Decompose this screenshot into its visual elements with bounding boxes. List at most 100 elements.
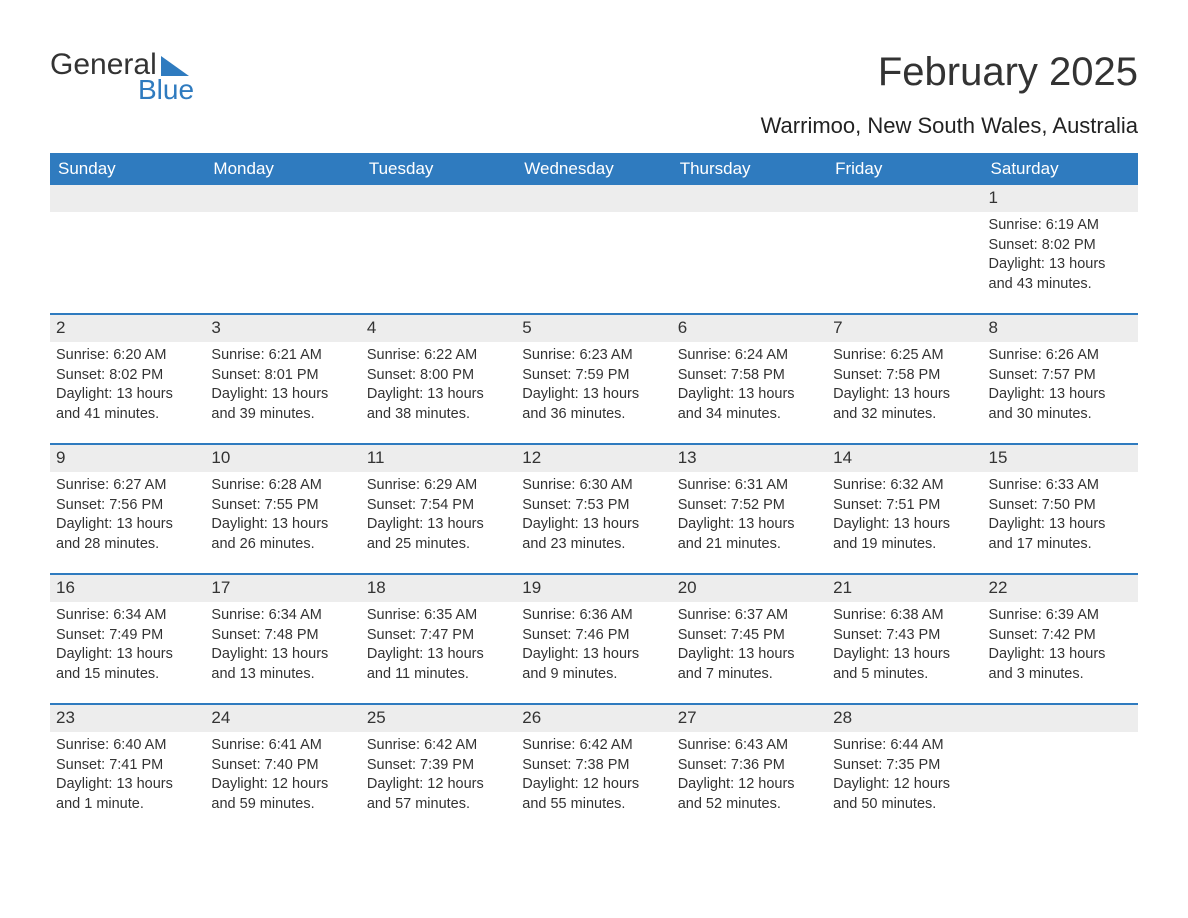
day-number: 9: [50, 445, 205, 472]
daylight-text: Daylight: 13 hours and 23 minutes.: [522, 515, 665, 554]
day-number: 13: [672, 445, 827, 472]
sunset-text: Sunset: 7:55 PM: [211, 496, 354, 516]
day-number: 16: [50, 575, 205, 602]
day-number: 10: [205, 445, 360, 472]
calendar-day-cell: 26Sunrise: 6:42 AMSunset: 7:38 PMDayligh…: [516, 705, 671, 833]
sunrise-text: Sunrise: 6:19 AM: [989, 216, 1132, 236]
sunrise-text: Sunrise: 6:25 AM: [833, 346, 976, 366]
day-details: Sunrise: 6:28 AMSunset: 7:55 PMDaylight:…: [205, 472, 360, 562]
day-number: 17: [205, 575, 360, 602]
logo-triangle-icon: [161, 56, 189, 76]
day-number: 14: [827, 445, 982, 472]
day-number-band: [50, 185, 205, 212]
sunrise-text: Sunrise: 6:34 AM: [56, 606, 199, 626]
calendar-day-cell: 5Sunrise: 6:23 AMSunset: 7:59 PMDaylight…: [516, 315, 671, 443]
calendar-day-cell: 11Sunrise: 6:29 AMSunset: 7:54 PMDayligh…: [361, 445, 516, 573]
day-details: Sunrise: 6:27 AMSunset: 7:56 PMDaylight:…: [50, 472, 205, 562]
sunrise-text: Sunrise: 6:24 AM: [678, 346, 821, 366]
daylight-text: Daylight: 13 hours and 38 minutes.: [367, 385, 510, 424]
day-details: Sunrise: 6:40 AMSunset: 7:41 PMDaylight:…: [50, 732, 205, 822]
day-number: 1: [983, 185, 1138, 212]
day-number: 28: [827, 705, 982, 732]
day-details: Sunrise: 6:32 AMSunset: 7:51 PMDaylight:…: [827, 472, 982, 562]
sunrise-text: Sunrise: 6:43 AM: [678, 736, 821, 756]
daylight-text: Daylight: 13 hours and 41 minutes.: [56, 385, 199, 424]
daylight-text: Daylight: 13 hours and 34 minutes.: [678, 385, 821, 424]
sunset-text: Sunset: 7:51 PM: [833, 496, 976, 516]
daylight-text: Daylight: 13 hours and 17 minutes.: [989, 515, 1132, 554]
day-number: 8: [983, 315, 1138, 342]
day-number: 19: [516, 575, 671, 602]
daylight-text: Daylight: 13 hours and 7 minutes.: [678, 645, 821, 684]
sunset-text: Sunset: 7:46 PM: [522, 626, 665, 646]
day-details: Sunrise: 6:29 AMSunset: 7:54 PMDaylight:…: [361, 472, 516, 562]
sunset-text: Sunset: 7:40 PM: [211, 756, 354, 776]
daylight-text: Daylight: 13 hours and 3 minutes.: [989, 645, 1132, 684]
day-details: Sunrise: 6:37 AMSunset: 7:45 PMDaylight:…: [672, 602, 827, 692]
sunrise-text: Sunrise: 6:30 AM: [522, 476, 665, 496]
weekday-header-row: Sunday Monday Tuesday Wednesday Thursday…: [50, 153, 1138, 185]
calendar-day-cell: 4Sunrise: 6:22 AMSunset: 8:00 PMDaylight…: [361, 315, 516, 443]
sunset-text: Sunset: 7:54 PM: [367, 496, 510, 516]
sunset-text: Sunset: 7:52 PM: [678, 496, 821, 516]
sunset-text: Sunset: 7:58 PM: [833, 366, 976, 386]
daylight-text: Daylight: 13 hours and 30 minutes.: [989, 385, 1132, 424]
day-details: Sunrise: 6:42 AMSunset: 7:39 PMDaylight:…: [361, 732, 516, 822]
day-details: Sunrise: 6:22 AMSunset: 8:00 PMDaylight:…: [361, 342, 516, 432]
sunset-text: Sunset: 7:49 PM: [56, 626, 199, 646]
day-details: Sunrise: 6:31 AMSunset: 7:52 PMDaylight:…: [672, 472, 827, 562]
day-number: 20: [672, 575, 827, 602]
day-details: Sunrise: 6:44 AMSunset: 7:35 PMDaylight:…: [827, 732, 982, 822]
calendar-day-cell: [983, 705, 1138, 833]
sunset-text: Sunset: 7:36 PM: [678, 756, 821, 776]
sunrise-text: Sunrise: 6:37 AM: [678, 606, 821, 626]
weekday-header: Saturday: [983, 153, 1138, 185]
sunrise-text: Sunrise: 6:21 AM: [211, 346, 354, 366]
daylight-text: Daylight: 13 hours and 26 minutes.: [211, 515, 354, 554]
calendar-week-row: 23Sunrise: 6:40 AMSunset: 7:41 PMDayligh…: [50, 705, 1138, 833]
sunset-text: Sunset: 7:35 PM: [833, 756, 976, 776]
day-number-band: [516, 185, 671, 212]
day-number: 15: [983, 445, 1138, 472]
daylight-text: Daylight: 12 hours and 57 minutes.: [367, 775, 510, 814]
day-details: Sunrise: 6:38 AMSunset: 7:43 PMDaylight:…: [827, 602, 982, 692]
day-details: Sunrise: 6:19 AMSunset: 8:02 PMDaylight:…: [983, 212, 1138, 302]
daylight-text: Daylight: 13 hours and 13 minutes.: [211, 645, 354, 684]
calendar-week-row: 1Sunrise: 6:19 AMSunset: 8:02 PMDaylight…: [50, 185, 1138, 313]
day-number: 27: [672, 705, 827, 732]
calendar-day-cell: [672, 185, 827, 313]
sunset-text: Sunset: 8:02 PM: [989, 236, 1132, 256]
sunrise-text: Sunrise: 6:28 AM: [211, 476, 354, 496]
calendar-day-cell: 7Sunrise: 6:25 AMSunset: 7:58 PMDaylight…: [827, 315, 982, 443]
sunset-text: Sunset: 7:41 PM: [56, 756, 199, 776]
day-number-band: [205, 185, 360, 212]
calendar-day-cell: 23Sunrise: 6:40 AMSunset: 7:41 PMDayligh…: [50, 705, 205, 833]
sunrise-text: Sunrise: 6:23 AM: [522, 346, 665, 366]
sunrise-text: Sunrise: 6:20 AM: [56, 346, 199, 366]
daylight-text: Daylight: 13 hours and 28 minutes.: [56, 515, 199, 554]
daylight-text: Daylight: 13 hours and 43 minutes.: [989, 255, 1132, 294]
calendar-table: Sunday Monday Tuesday Wednesday Thursday…: [50, 153, 1138, 833]
day-details: Sunrise: 6:33 AMSunset: 7:50 PMDaylight:…: [983, 472, 1138, 562]
day-number: 11: [361, 445, 516, 472]
sunrise-text: Sunrise: 6:31 AM: [678, 476, 821, 496]
daylight-text: Daylight: 12 hours and 59 minutes.: [211, 775, 354, 814]
calendar-day-cell: 18Sunrise: 6:35 AMSunset: 7:47 PMDayligh…: [361, 575, 516, 703]
day-number: 25: [361, 705, 516, 732]
calendar-day-cell: 21Sunrise: 6:38 AMSunset: 7:43 PMDayligh…: [827, 575, 982, 703]
day-details: Sunrise: 6:39 AMSunset: 7:42 PMDaylight:…: [983, 602, 1138, 692]
sunrise-text: Sunrise: 6:38 AM: [833, 606, 976, 626]
calendar-day-cell: 16Sunrise: 6:34 AMSunset: 7:49 PMDayligh…: [50, 575, 205, 703]
calendar-day-cell: 25Sunrise: 6:42 AMSunset: 7:39 PMDayligh…: [361, 705, 516, 833]
sunrise-text: Sunrise: 6:42 AM: [367, 736, 510, 756]
sunrise-text: Sunrise: 6:44 AM: [833, 736, 976, 756]
weekday-header: Wednesday: [516, 153, 671, 185]
sunset-text: Sunset: 7:48 PM: [211, 626, 354, 646]
daylight-text: Daylight: 13 hours and 39 minutes.: [211, 385, 354, 424]
weekday-header: Tuesday: [361, 153, 516, 185]
calendar-day-cell: 13Sunrise: 6:31 AMSunset: 7:52 PMDayligh…: [672, 445, 827, 573]
location-label: Warrimoo, New South Wales, Australia: [761, 113, 1138, 139]
day-number: 4: [361, 315, 516, 342]
calendar-day-cell: 20Sunrise: 6:37 AMSunset: 7:45 PMDayligh…: [672, 575, 827, 703]
day-number: 22: [983, 575, 1138, 602]
